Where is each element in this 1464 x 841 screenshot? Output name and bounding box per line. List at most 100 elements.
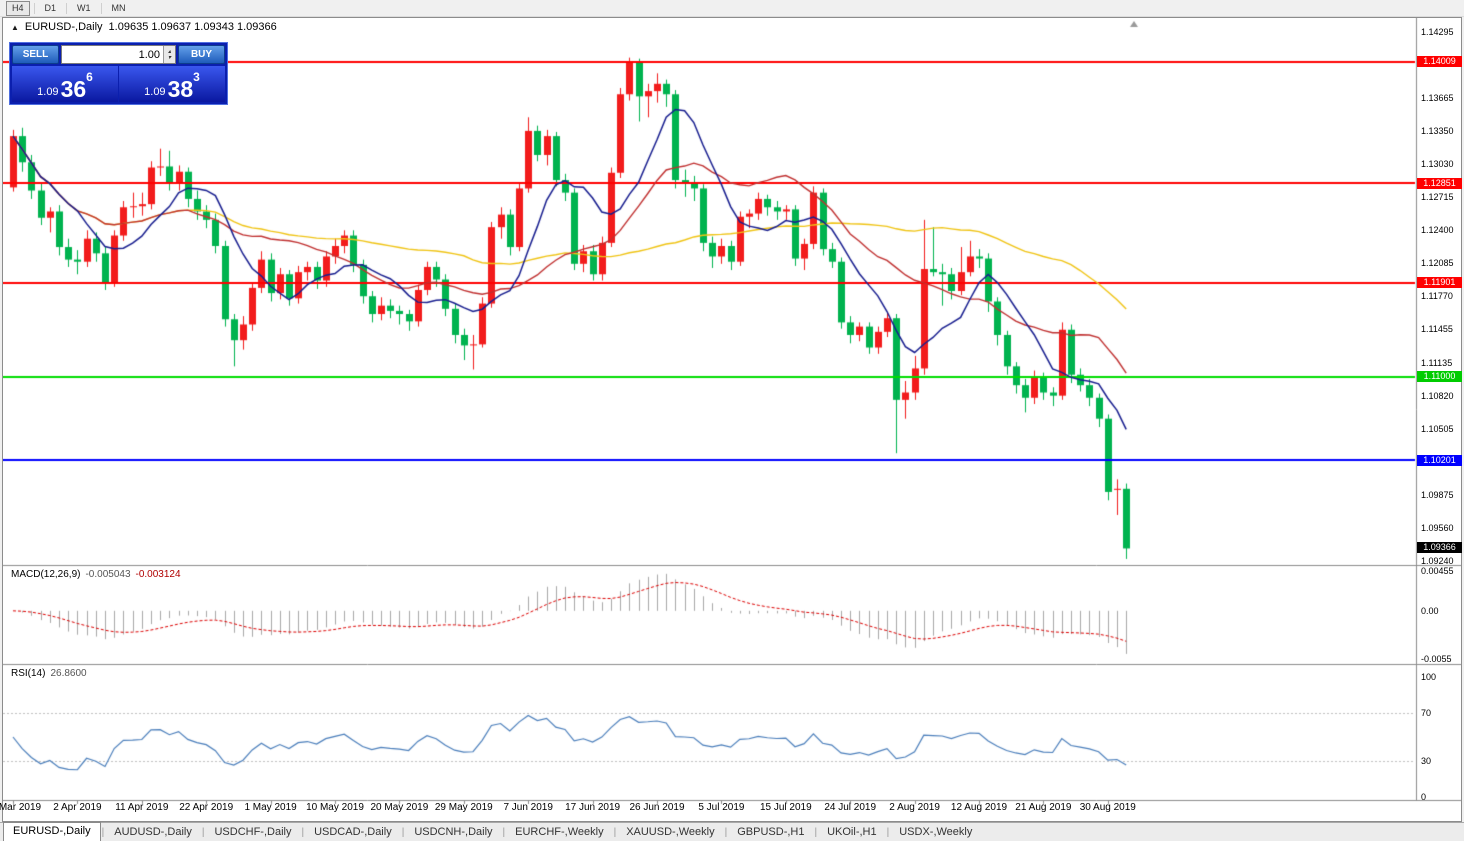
price-axis-label: 1.12400 (1421, 225, 1454, 236)
chart-tab-usdchf-daily[interactable]: USDCHF-,Daily (214, 826, 292, 838)
timeframe-toolbar: H4 D1 W1 MN (0, 0, 1464, 17)
macd-label: MACD(12,26,9) -0.005043 -0.003124 (11, 569, 181, 580)
price-tag-1.14009: 1.14009 (1417, 56, 1462, 68)
sell-button[interactable]: SELL (12, 45, 59, 64)
chart-tab-usdx-weekly[interactable]: USDX-,Weekly (899, 826, 973, 838)
date-axis-label: 26 Jun 2019 (629, 802, 685, 813)
tab-separator: | (613, 826, 617, 838)
buy-price-sup: 3 (193, 70, 200, 84)
sell-price-big: 36 (60, 76, 87, 102)
price-axis-label: 1.13665 (1421, 92, 1454, 103)
date-axis-label: 17 Jun 2019 (565, 802, 621, 813)
price-axis-label: 1.10820 (1421, 390, 1454, 401)
chart-tab-eurusd-daily[interactable]: EURUSD-,Daily (3, 822, 101, 841)
tab-separator: | (814, 826, 818, 838)
date-axis-label: 30 Aug 2019 (1079, 802, 1136, 813)
chart-symbol-icon: ▲ (11, 22, 19, 32)
price-axis-label: 1.12085 (1421, 258, 1454, 269)
macd-signal-value: -0.003124 (135, 569, 181, 580)
chart-tab-xauusd-weekly[interactable]: XAUUSD-,Weekly (626, 826, 715, 838)
sell-price-prefix: 1.09 (37, 86, 59, 98)
macd-name: MACD(12,26,9) (11, 569, 81, 580)
timeframe-button-d1[interactable]: D1 (39, 1, 63, 16)
price-axis-label: 1.13350 (1421, 125, 1454, 136)
macd-axis-label: -0.0055 (1421, 654, 1452, 664)
chart-tab-usdcnh-daily[interactable]: USDCNH-,Daily (414, 826, 493, 838)
volume-spinner[interactable]: ▴ ▾ (163, 46, 175, 63)
date-axis-label: 21 Aug 2019 (1015, 802, 1072, 813)
price-axis-label: 1.09240 (1421, 556, 1454, 566)
price-tag-1.10201: 1.10201 (1417, 454, 1462, 466)
price-axis-label: 1.09875 (1421, 489, 1454, 500)
date-axis-label: 15 Jul 2019 (759, 802, 812, 813)
chart-tab-gbpusd-h1[interactable]: GBPUSD-,H1 (737, 826, 805, 838)
macd-axis-label: 0.00455 (1421, 566, 1454, 576)
tab-separator: | (502, 826, 506, 838)
chart-tab-usdcad-daily[interactable]: USDCAD-,Daily (314, 826, 392, 838)
price-axis-label: 1.13030 (1421, 159, 1454, 170)
chart-window: ▲ EURUSD-,Daily 1.09635 1.09637 1.09343 … (0, 17, 1462, 822)
price-chart-canvas[interactable] (3, 18, 1461, 821)
rsi-axis-label: 70 (1421, 708, 1432, 718)
tab-separator: | (724, 826, 728, 838)
price-tag-1.09366: 1.09366 (1417, 542, 1462, 554)
price-axis-label: 1.11455 (1421, 324, 1453, 335)
date-axis-label: 1 May 2019 (244, 802, 297, 813)
price-axis-label: 1.10505 (1421, 423, 1454, 434)
date-axis-label: 29 May 2019 (434, 802, 493, 813)
macd-value: -0.005043 (85, 569, 131, 580)
tab-separator: | (886, 826, 890, 838)
price-axis-label: 1.09560 (1421, 522, 1454, 533)
tab-separator: | (201, 826, 205, 838)
rsi-axis-label: 0 (1421, 792, 1427, 802)
buy-button[interactable]: BUY (178, 45, 225, 64)
rsi-value: 26.8600 (50, 668, 87, 679)
timeframe-button-w1[interactable]: W1 (71, 1, 97, 16)
price-tag-1.11901: 1.11901 (1417, 277, 1462, 289)
tab-separator: | (101, 826, 105, 838)
rsi-axis-label: 30 (1421, 756, 1432, 766)
trade-controls-row: SELL 1.00 ▴ ▾ BUY (12, 45, 225, 64)
timeframe-button-h4[interactable]: H4 (6, 0, 30, 16)
sell-price-display[interactable]: 1.09 36 6 (12, 66, 118, 102)
volume-field[interactable]: 1.00 ▴ ▾ (61, 45, 176, 64)
one-click-trading-panel: SELL 1.00 ▴ ▾ BUY 1.09 36 6 1.09 38 3 (9, 42, 228, 105)
spinner-up-icon[interactable]: ▴ (167, 48, 171, 55)
price-axis-label: 1.14295 (1421, 27, 1454, 37)
date-axis-label: 24 Mar 2019 (0, 802, 42, 813)
date-axis-label: 2 Aug 2019 (889, 802, 940, 813)
buy-price-display[interactable]: 1.09 38 3 (119, 66, 225, 102)
spinner-down-icon[interactable]: ▾ (167, 54, 171, 61)
chart-title: ▲ EURUSD-,Daily 1.09635 1.09637 1.09343 … (11, 21, 277, 33)
chart-ohlc-readout: 1.09635 1.09637 1.09343 1.09366 (108, 21, 277, 33)
rsi-name: RSI(14) (11, 668, 46, 679)
date-axis-label: 20 May 2019 (370, 802, 429, 813)
tab-separator: | (401, 826, 405, 838)
trade-prices-row: 1.09 36 6 1.09 38 3 (12, 66, 225, 102)
date-axis-label: 5 Jul 2019 (698, 802, 745, 813)
price-tag-1.12851: 1.12851 (1417, 177, 1462, 189)
buy-price-prefix: 1.09 (144, 86, 166, 98)
rsi-axis-label: 100 (1421, 672, 1437, 682)
price-tag-1.11000: 1.11000 (1417, 371, 1462, 383)
date-axis-label: 24 Jul 2019 (824, 802, 877, 813)
date-axis-label: 11 Apr 2019 (115, 802, 169, 813)
toolbar-separator (100, 2, 102, 14)
chart-tabs-bar: EURUSD-,Daily | AUDUSD-,Daily | USDCHF-,Dail… (0, 822, 1464, 841)
timeframe-button-mn[interactable]: MN (106, 1, 132, 16)
price-axis-label: 1.11770 (1421, 291, 1453, 302)
volume-value: 1.00 (138, 48, 160, 61)
chart-tab-eurchf-weekly[interactable]: EURCHF-,Weekly (515, 826, 604, 838)
chart-tab-audusd-daily[interactable]: AUDUSD-,Daily (114, 826, 192, 838)
date-axis-label: 22 Apr 2019 (179, 802, 234, 813)
price-axis-label: 1.11135 (1421, 357, 1453, 368)
date-axis-label: 2 Apr 2019 (53, 802, 102, 813)
chart-tab-ukoil-h1[interactable]: UKOil-,H1 (827, 826, 877, 838)
sell-price-sup: 6 (86, 70, 93, 84)
date-axis-label: 12 Aug 2019 (950, 802, 1008, 813)
date-axis-label: 7 Jun 2019 (503, 802, 553, 813)
macd-axis-label: 0.00 (1421, 605, 1439, 616)
toolbar-separator (33, 2, 35, 14)
buy-price-big: 38 (167, 76, 194, 102)
